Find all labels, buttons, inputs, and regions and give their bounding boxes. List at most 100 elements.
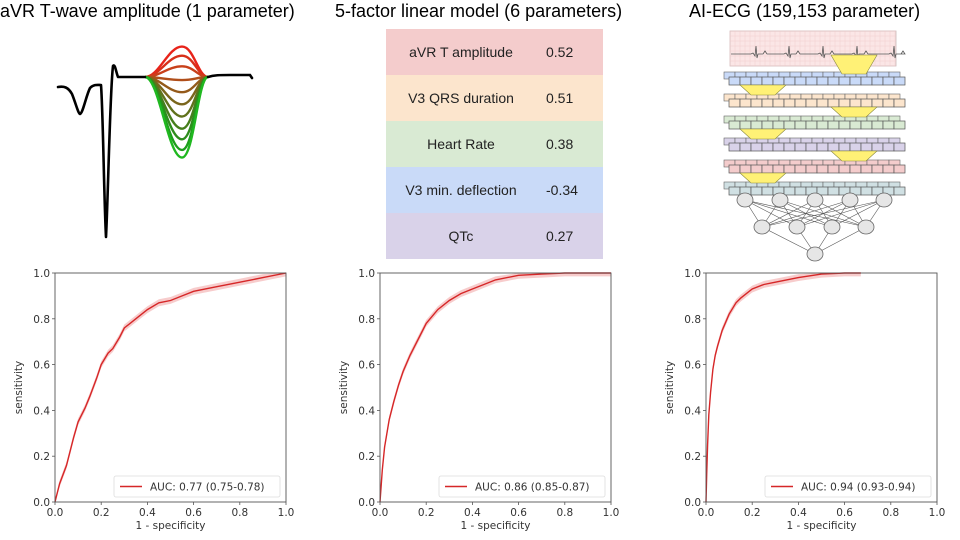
neuron-node bbox=[753, 219, 771, 235]
y-tick-label: 0.4 bbox=[684, 405, 701, 417]
feature-coefficient: 0.38 bbox=[546, 136, 574, 152]
x-tick-label: 0.4 bbox=[139, 507, 156, 519]
legend-box bbox=[438, 475, 606, 498]
x-tick-label: 0.4 bbox=[790, 507, 807, 519]
y-tick-label: 0.0 bbox=[684, 497, 701, 509]
dense-connection bbox=[761, 226, 816, 255]
coefficient-row: QTc 0.27 bbox=[386, 213, 603, 259]
x-tick-label: 0.2 bbox=[418, 507, 435, 519]
conv-filter-trapezoid bbox=[739, 128, 787, 140]
legend: AUC: 0.77 (0.75-0.78) bbox=[113, 475, 281, 498]
x-tick-label: 1.0 bbox=[603, 507, 620, 519]
neuron-node bbox=[857, 219, 875, 235]
roc-curve bbox=[54, 272, 287, 503]
feature-map-cell bbox=[893, 98, 906, 108]
feature-name: V3 QRS duration bbox=[408, 90, 514, 106]
neuron-node bbox=[806, 246, 824, 262]
y-tick-label: 0.2 bbox=[684, 451, 701, 463]
dense-connection bbox=[796, 199, 885, 228]
roc-confidence-band bbox=[380, 273, 611, 502]
feature-name: Heart Rate bbox=[427, 136, 495, 152]
y-tick-label: 0.4 bbox=[33, 405, 50, 417]
x-tick-label: 0.8 bbox=[231, 507, 248, 519]
y-axis-label: sensitivity bbox=[664, 361, 676, 414]
feature-coefficient: 0.51 bbox=[546, 90, 574, 106]
x-tick-label: 0.8 bbox=[882, 507, 899, 519]
t-wave-variant-line bbox=[144, 65, 209, 79]
legend-box bbox=[764, 475, 932, 498]
x-tick-label: 1.0 bbox=[929, 507, 946, 519]
legend-label: AUC: 0.86 (0.85-0.87) bbox=[475, 482, 590, 494]
feature-coefficient: -0.34 bbox=[546, 182, 578, 198]
roc-chart-3: 0.0 0.2 0.4 0.6 0.8 1.0 0.0 0.2 0.4 0.6 0.8 1.0 1 - … bbox=[664, 268, 945, 532]
dense-connection bbox=[814, 226, 867, 255]
conv-filter-trapezoid bbox=[739, 172, 787, 184]
x-tick-label: 0.2 bbox=[744, 507, 761, 519]
legend: AUC: 0.94 (0.93-0.94) bbox=[764, 475, 932, 498]
x-tick-label: 0.6 bbox=[836, 507, 853, 519]
panel-title-linear-model: 5-factor linear model (6 parameters) bbox=[335, 1, 623, 21]
x-tick-label: 0.6 bbox=[185, 507, 202, 519]
feature-name: aVR T amplitude bbox=[409, 44, 513, 60]
plot-frame bbox=[54, 272, 287, 503]
ecg-complex-waveform bbox=[56, 64, 147, 239]
x-axis-label: 1 - specificity bbox=[786, 520, 856, 532]
feature-map-cell bbox=[893, 142, 906, 152]
dense-nodes bbox=[736, 192, 893, 262]
x-tick-label: 0.0 bbox=[372, 507, 389, 519]
ecg-baseline-tail bbox=[206, 73, 254, 80]
coefficient-row: V3 QRS duration 0.51 bbox=[386, 75, 603, 121]
conv-filter-trapezoid bbox=[830, 106, 878, 118]
y-tick-label: 0.2 bbox=[358, 451, 375, 463]
conv-filter-trapezoid bbox=[830, 54, 878, 75]
feature-map-cell bbox=[893, 120, 906, 130]
dense-connection bbox=[831, 199, 885, 228]
y-tick-label: 0.4 bbox=[358, 405, 375, 417]
t-wave-variant-line bbox=[144, 75, 209, 159]
y-tick-label: 0.0 bbox=[33, 497, 50, 509]
neuron-node bbox=[875, 192, 893, 208]
t-wave-variants bbox=[144, 45, 209, 159]
feature-map-cell bbox=[893, 76, 906, 86]
y-tick-label: 0.6 bbox=[684, 360, 701, 372]
plot-frame bbox=[705, 272, 938, 503]
dense-connection bbox=[761, 199, 885, 228]
ecg-trace bbox=[731, 45, 906, 59]
y-tick-label: 0.6 bbox=[33, 360, 50, 372]
y-tick-label: 1.0 bbox=[33, 268, 50, 280]
neuron-node bbox=[823, 219, 841, 235]
feature-name: QTc bbox=[448, 228, 474, 244]
neuron-node bbox=[736, 192, 754, 208]
coefficient-table: aVR T amplitude 0.52 V3 QRS duration 0.51 He… bbox=[386, 29, 603, 259]
neuron-node bbox=[771, 192, 789, 208]
dense-connection bbox=[761, 199, 851, 228]
conv-filter-trapezoid bbox=[830, 150, 878, 162]
coefficient-row: V3 min. deflection -0.34 bbox=[386, 167, 603, 213]
legend: AUC: 0.86 (0.85-0.87) bbox=[438, 475, 606, 498]
feature-coefficient: 0.52 bbox=[546, 44, 574, 60]
y-tick-label: 0.0 bbox=[358, 497, 375, 509]
neuron-node bbox=[788, 219, 806, 235]
coefficient-row: Heart Rate 0.38 bbox=[386, 121, 603, 167]
panel-title-ai-ecg: AI-ECG (159,153 parameter) bbox=[689, 1, 921, 21]
x-tick-label: 0.2 bbox=[93, 507, 110, 519]
y-tick-label: 0.6 bbox=[358, 360, 375, 372]
roc-confidence-band bbox=[55, 273, 286, 502]
neuron-node bbox=[841, 192, 859, 208]
legend-box bbox=[113, 475, 281, 498]
conv-layers bbox=[723, 71, 906, 196]
x-tick-label: 0.0 bbox=[47, 507, 64, 519]
y-tick-label: 0.8 bbox=[33, 314, 50, 326]
feature-name: V3 min. deflection bbox=[405, 182, 517, 198]
conv-filters bbox=[739, 54, 878, 184]
y-tick-label: 1.0 bbox=[358, 268, 375, 280]
t-wave-variant-line bbox=[144, 75, 209, 94]
x-axis-label: 1 - specificity bbox=[460, 520, 530, 532]
conv-filter-trapezoid bbox=[739, 84, 787, 96]
x-tick-label: 0.4 bbox=[464, 507, 481, 519]
x-axis-label: 1 - specificity bbox=[135, 520, 205, 532]
t-wave-variant-line bbox=[144, 54, 209, 79]
y-axis-label: sensitivity bbox=[338, 361, 350, 414]
